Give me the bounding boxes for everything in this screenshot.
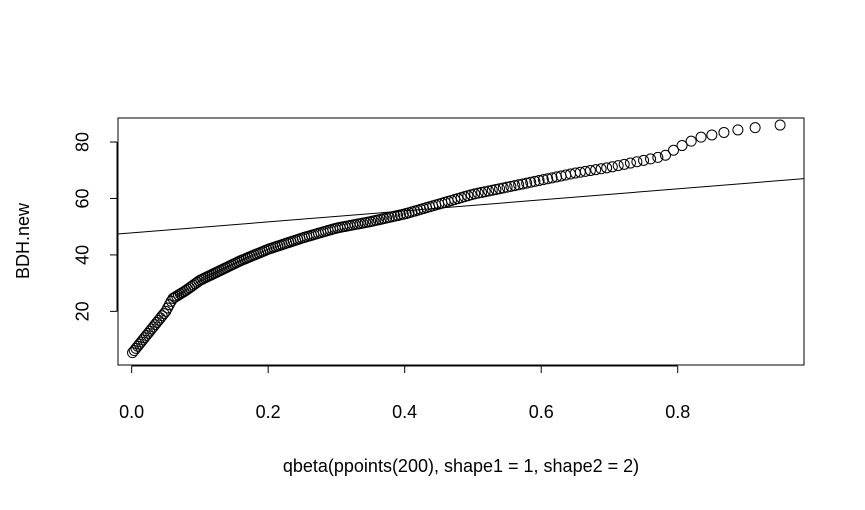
data-point [529, 175, 541, 187]
data-point [774, 119, 786, 131]
data-point [494, 183, 506, 195]
data-point [184, 282, 196, 294]
data-point [618, 158, 630, 170]
data-point [652, 151, 664, 163]
data-point [645, 153, 657, 165]
data-point [676, 140, 688, 152]
data-point [452, 193, 464, 205]
data-point [537, 174, 549, 186]
data-point [459, 191, 471, 203]
data-point [595, 163, 607, 175]
x-axis-label: qbeta(ppoints(200), shape1 = 1, shape2 =… [283, 456, 639, 476]
x-tick-label: 0.0 [119, 402, 144, 422]
data-point [486, 184, 498, 196]
plot-frame [117, 117, 805, 366]
data-point [182, 283, 194, 295]
data-point [465, 189, 477, 201]
data-point [158, 308, 170, 320]
data-point [525, 176, 537, 188]
y-axis-label: BDH.new [13, 202, 33, 279]
data-point [584, 165, 596, 177]
data-point [546, 172, 558, 184]
data-point [462, 190, 474, 202]
data-point [659, 149, 671, 161]
data-point [490, 183, 502, 195]
data-point [624, 157, 636, 169]
data-point [513, 179, 525, 191]
x-tick-label: 0.6 [529, 402, 554, 422]
data-point [668, 144, 680, 156]
data-point [479, 186, 491, 198]
data-point [509, 180, 521, 192]
y-tick-label: 60 [73, 188, 93, 208]
data-point [187, 279, 199, 291]
data-point [718, 126, 730, 138]
data-point [695, 131, 707, 143]
reference-line [117, 178, 805, 235]
data-point [601, 162, 613, 174]
data-point [706, 129, 718, 141]
x-tick-label: 0.2 [256, 402, 281, 422]
y-tick-label: 80 [73, 132, 93, 152]
data-point [685, 135, 697, 147]
data-point [732, 124, 744, 136]
data-point [749, 122, 761, 134]
data-point [542, 173, 554, 185]
x-tick-label: 0.4 [392, 402, 417, 422]
data-point [521, 177, 533, 189]
data-point [590, 164, 602, 176]
data-point [178, 286, 190, 298]
data-point [501, 181, 513, 193]
data-point [533, 175, 545, 187]
data-point [185, 280, 197, 292]
data-point [638, 154, 650, 166]
y-tick-label: 20 [73, 301, 93, 321]
data-point [472, 187, 484, 199]
data-point [606, 161, 618, 173]
data-point [505, 180, 517, 192]
data-point [579, 165, 591, 177]
data-point [631, 156, 643, 168]
y-tick-label: 40 [73, 245, 93, 265]
data-point [455, 192, 467, 204]
data-point [476, 186, 488, 198]
data-points [127, 119, 786, 359]
x-tick-label: 0.8 [665, 402, 690, 422]
data-point [517, 178, 529, 190]
data-point [612, 160, 624, 172]
x-axis: 0.0 0.2 0.4 0.6 0.8 [119, 365, 690, 422]
data-point [483, 185, 495, 197]
y-axis: 20 40 60 80 [73, 132, 118, 321]
data-point [180, 284, 192, 296]
data-point [497, 182, 509, 194]
